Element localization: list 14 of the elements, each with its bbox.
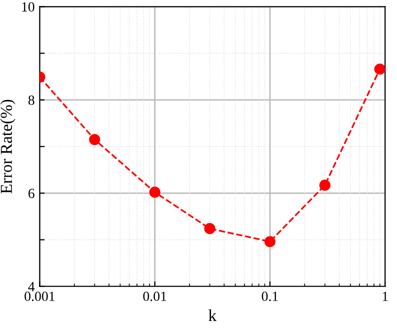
x-tick-label: 1 (382, 292, 388, 301)
x-tick-label: 0.001 (24, 292, 54, 302)
point (374, 64, 386, 75)
y-tick-label: 4 (28, 282, 35, 292)
point (149, 186, 160, 198)
x-tick-label: 0.01 (143, 292, 166, 302)
x-tick-label: 0.1 (262, 292, 278, 302)
point (319, 180, 330, 191)
y-tick-label: 10 (22, 2, 34, 12)
point (204, 223, 216, 234)
y-axis-title: Error Rate(%) (0, 100, 16, 194)
x-axis-title: k (208, 309, 217, 321)
y-tick-label: 8 (28, 95, 34, 105)
y-tick-label: 6 (28, 188, 34, 198)
